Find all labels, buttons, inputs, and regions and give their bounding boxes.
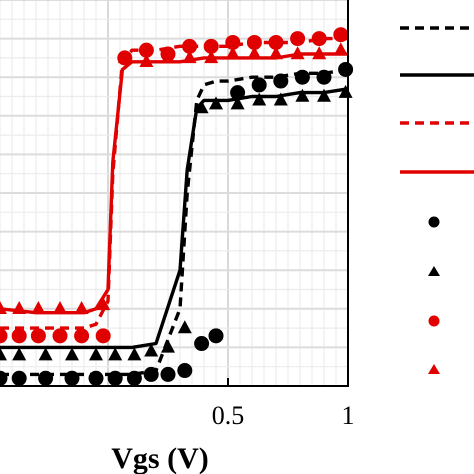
series-7-circle-point: [52, 328, 68, 344]
series-5-circle-point: [316, 69, 332, 85]
series-8-triangle-point: [182, 50, 197, 64]
series-5-circle-point: [177, 363, 193, 379]
series-6-triangle-point: [108, 347, 123, 361]
series-5-circle-point: [11, 370, 27, 386]
series-7-circle-point: [74, 328, 90, 344]
series-6-triangle-point: [127, 347, 142, 361]
series-6-triangle-point: [209, 96, 223, 110]
series-7-circle-point: [203, 38, 219, 54]
series-8-triangle-point: [247, 46, 262, 60]
series-5-circle-point: [208, 328, 224, 344]
series-8-triangle-point: [53, 301, 67, 314]
series-6-triangle-point: [252, 92, 267, 106]
series-5-circle-point: [88, 370, 104, 386]
series-3-line: [0, 36, 348, 330]
plot-lines: [0, 36, 349, 377]
series-8-triangle-point: [117, 50, 132, 64]
series-6-triangle-point: [161, 339, 175, 353]
plot-markers: [0, 27, 354, 386]
legend-series-8-triangle: [428, 364, 440, 374]
series-5-circle-point: [0, 370, 8, 386]
series-8-triangle-point: [290, 46, 305, 60]
series-5-circle-point: [194, 336, 210, 352]
series-7-circle-point: [138, 42, 154, 58]
series-6-triangle-point: [38, 347, 53, 361]
legend: [400, 26, 474, 374]
series-5-circle-point: [338, 61, 354, 77]
series-8-triangle-point: [269, 46, 283, 60]
series-7-circle-point: [30, 328, 46, 344]
series-8-triangle-point: [96, 297, 111, 311]
x-axis-ticks: 0.5 1: [212, 378, 355, 430]
series-6-triangle-point: [230, 96, 245, 110]
series-8-triangle-point: [12, 301, 27, 314]
series-8-triangle-point: [161, 50, 175, 64]
legend-series-6-triangle: [428, 266, 440, 276]
series-6-triangle-point: [338, 84, 353, 98]
series-5-circle-point: [64, 370, 80, 386]
series-6-triangle-point: [194, 100, 209, 114]
series-8-triangle-point: [204, 50, 219, 64]
series-7-circle-point: [268, 34, 284, 50]
series-6-triangle-point: [65, 347, 79, 361]
series-8-triangle-point: [139, 53, 154, 67]
series-5-circle-point: [160, 366, 176, 382]
series-7-circle-point: [225, 34, 241, 50]
series-7-circle-point: [0, 328, 8, 344]
series-5-circle-point: [107, 370, 123, 386]
series-5-circle-point: [251, 77, 267, 93]
legend-series-7-circle: [428, 315, 440, 327]
series-5-circle-point: [230, 85, 246, 101]
series-7-circle-point: [246, 34, 262, 50]
plot-frame: [0, 0, 349, 387]
x-tick-label: 1: [342, 401, 355, 430]
series-5-circle-point: [143, 366, 159, 382]
series-6-triangle-point: [317, 88, 331, 102]
series-7-circle-point: [290, 31, 306, 47]
series-6-triangle-point: [177, 320, 192, 334]
series-7-circle-point: [11, 328, 27, 344]
series-6-triangle-point: [12, 347, 27, 361]
series-6-triangle-point: [144, 343, 159, 357]
series-5-circle-point: [273, 73, 289, 89]
series-8-triangle-point: [0, 301, 7, 314]
series-5-circle-point: [38, 370, 54, 386]
series-6-triangle-point: [0, 347, 7, 361]
series-8-triangle-point: [74, 301, 89, 314]
x-axis-label: Vgs (V): [111, 442, 209, 474]
series-7-circle-point: [311, 31, 327, 47]
series-6-triangle-point: [89, 347, 103, 361]
series-8-triangle-point: [31, 301, 46, 314]
series-8-triangle-point: [225, 46, 240, 60]
series-5-circle-point: [294, 69, 310, 85]
series-6-triangle-point: [273, 92, 288, 106]
series-8-triangle-point: [333, 42, 348, 56]
series-8-triangle-point: [312, 46, 327, 60]
series-5-circle-point: [126, 370, 142, 386]
series-7-circle-point: [333, 27, 349, 43]
series-6-triangle-point: [295, 88, 310, 102]
series-7-circle-point: [182, 38, 198, 54]
legend-series-5-circle: [428, 216, 440, 228]
series-7-circle-point: [95, 328, 111, 344]
x-tick-label: 0.5: [212, 401, 245, 430]
